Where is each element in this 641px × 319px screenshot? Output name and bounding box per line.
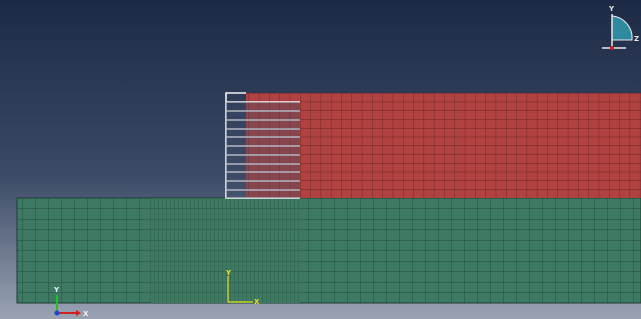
local-x-label: X: [254, 298, 260, 306]
view-z-label: Z: [634, 35, 639, 43]
foundation-mesh: [17, 198, 641, 303]
viewport: Y Z Y X Y X: [0, 0, 641, 319]
foundation-refined-mesh: [150, 198, 300, 303]
view-y-label: Y: [608, 5, 615, 13]
contact-gap: [226, 102, 300, 198]
local-y-label: Y: [225, 269, 232, 277]
triad-x-label: X: [83, 310, 89, 318]
triad-y-label: Y: [53, 286, 60, 294]
block-mesh: [246, 93, 641, 198]
